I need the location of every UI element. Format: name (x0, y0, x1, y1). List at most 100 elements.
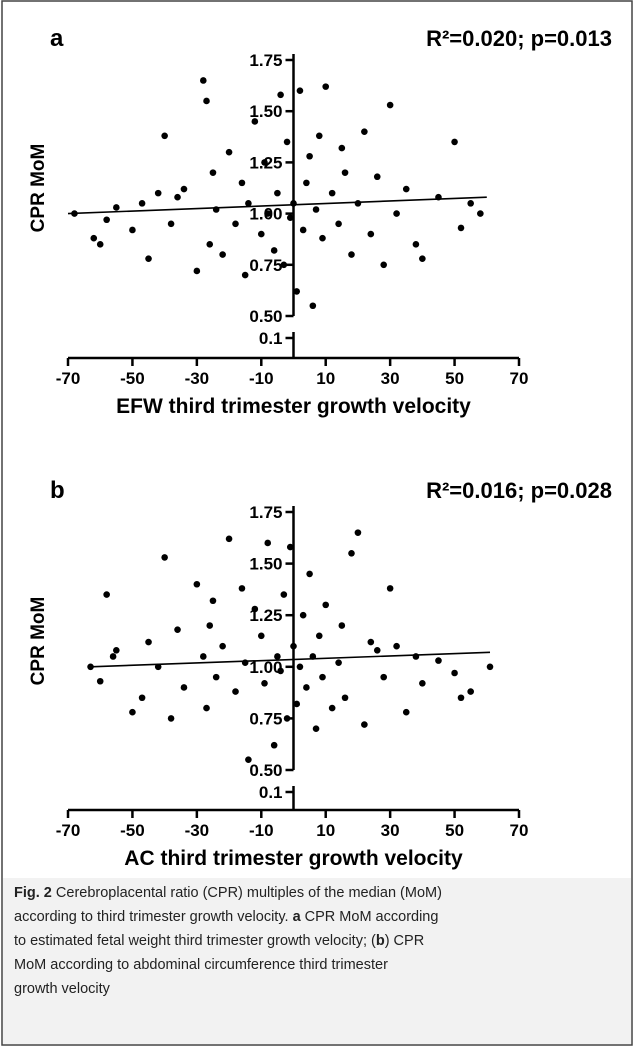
data-point (270, 247, 278, 254)
x-tick-label: 10 (316, 369, 335, 388)
annotation: R²=0.020; p=0.013 (426, 26, 612, 51)
data-point (361, 128, 368, 135)
data-point (161, 132, 168, 140)
caption-line: Fig. 2 Cerebroplacental ratio (CPR) mult… (14, 885, 442, 901)
data-point (241, 271, 249, 279)
data-point (354, 529, 362, 536)
y-tick-label: 0.50 (249, 307, 282, 326)
data-point (96, 241, 104, 248)
caption-text: a (293, 909, 302, 925)
data-point (319, 234, 326, 242)
data-point (467, 200, 474, 207)
data-point (296, 87, 304, 95)
caption-text: Cerebroplacental ratio (CPR) multiples o… (52, 885, 442, 901)
data-point (402, 708, 410, 716)
data-point (419, 255, 426, 262)
data-point (129, 226, 136, 234)
data-point (354, 200, 362, 207)
data-point (393, 210, 400, 217)
regression-line (67, 196, 487, 215)
caption-box (3, 878, 631, 1044)
data-point (280, 591, 288, 598)
caption-text: to estimated fetal weight third trimeste… (14, 933, 376, 949)
data-point (312, 206, 320, 213)
data-point (486, 663, 494, 671)
data-point (402, 185, 410, 193)
data-point (90, 234, 98, 242)
data-point (245, 756, 252, 763)
data-point (138, 694, 146, 702)
data-point (373, 173, 381, 181)
data-point (367, 638, 375, 646)
data-point (322, 601, 330, 609)
data-point (209, 169, 217, 176)
data-point (109, 653, 117, 660)
data-point (338, 144, 346, 152)
data-point (393, 642, 400, 650)
data-point (203, 97, 210, 105)
data-point (338, 622, 346, 629)
data-point (380, 673, 388, 681)
caption-line: to estimated fetal weight third trimeste… (14, 933, 424, 949)
y-tick-label: 0.1 (259, 329, 283, 348)
data-point (299, 611, 307, 619)
data-point (467, 688, 474, 695)
data-point (212, 673, 220, 681)
caption-text: b (376, 933, 385, 949)
x-tick-label: 70 (510, 821, 529, 840)
data-point (319, 673, 326, 681)
caption-line: MoM according to abdominal circumference… (14, 957, 388, 973)
y-axis-label: CPR MoM (28, 144, 49, 233)
data-point (451, 138, 458, 146)
data-point (174, 193, 181, 201)
x-tick-label: -50 (120, 369, 145, 388)
data-point (251, 605, 259, 613)
x-tick-label: -30 (185, 821, 210, 840)
data-point (193, 267, 201, 275)
data-point (412, 241, 420, 248)
data-point (264, 210, 272, 217)
panel-label: a (50, 25, 64, 52)
caption-line: growth velocity (14, 981, 111, 997)
data-point (283, 715, 291, 722)
data-point (225, 148, 233, 156)
y-tick-label: 1.50 (249, 555, 282, 574)
x-tick-label: -50 (120, 821, 145, 840)
data-point (348, 251, 355, 258)
annotation: R²=0.016; p=0.028 (426, 478, 612, 503)
caption-line: according to third trimester growth velo… (14, 909, 438, 925)
data-point (277, 91, 284, 99)
data-point (361, 721, 368, 728)
y-axis-label: CPR MoM (28, 597, 49, 686)
y-tick-label: 1.00 (249, 658, 282, 677)
y-tick-label: 0.50 (249, 761, 282, 780)
data-point (200, 77, 207, 84)
data-point (348, 549, 355, 557)
data-point (328, 189, 336, 197)
data-point (145, 255, 152, 262)
y-tick-label: 0.1 (259, 783, 283, 802)
data-point (280, 261, 288, 269)
data-point (103, 216, 110, 224)
caption-text: MoM according to abdominal circumference… (14, 957, 388, 973)
data-point (286, 543, 294, 551)
y-tick-label: 1.75 (249, 503, 282, 522)
x-tick-label: 30 (381, 369, 400, 388)
data-point (283, 138, 291, 146)
data-point (290, 200, 297, 207)
data-point (257, 230, 265, 238)
x-tick-label: -10 (249, 369, 274, 388)
data-point (335, 220, 342, 228)
data-point (386, 585, 394, 592)
data-point (315, 632, 323, 640)
data-point (113, 646, 120, 654)
data-point (225, 535, 233, 543)
data-point (367, 230, 375, 238)
data-point (312, 725, 320, 733)
data-point (303, 684, 310, 691)
data-point (154, 189, 162, 197)
data-point (167, 715, 175, 722)
x-tick-label: 10 (316, 821, 335, 840)
